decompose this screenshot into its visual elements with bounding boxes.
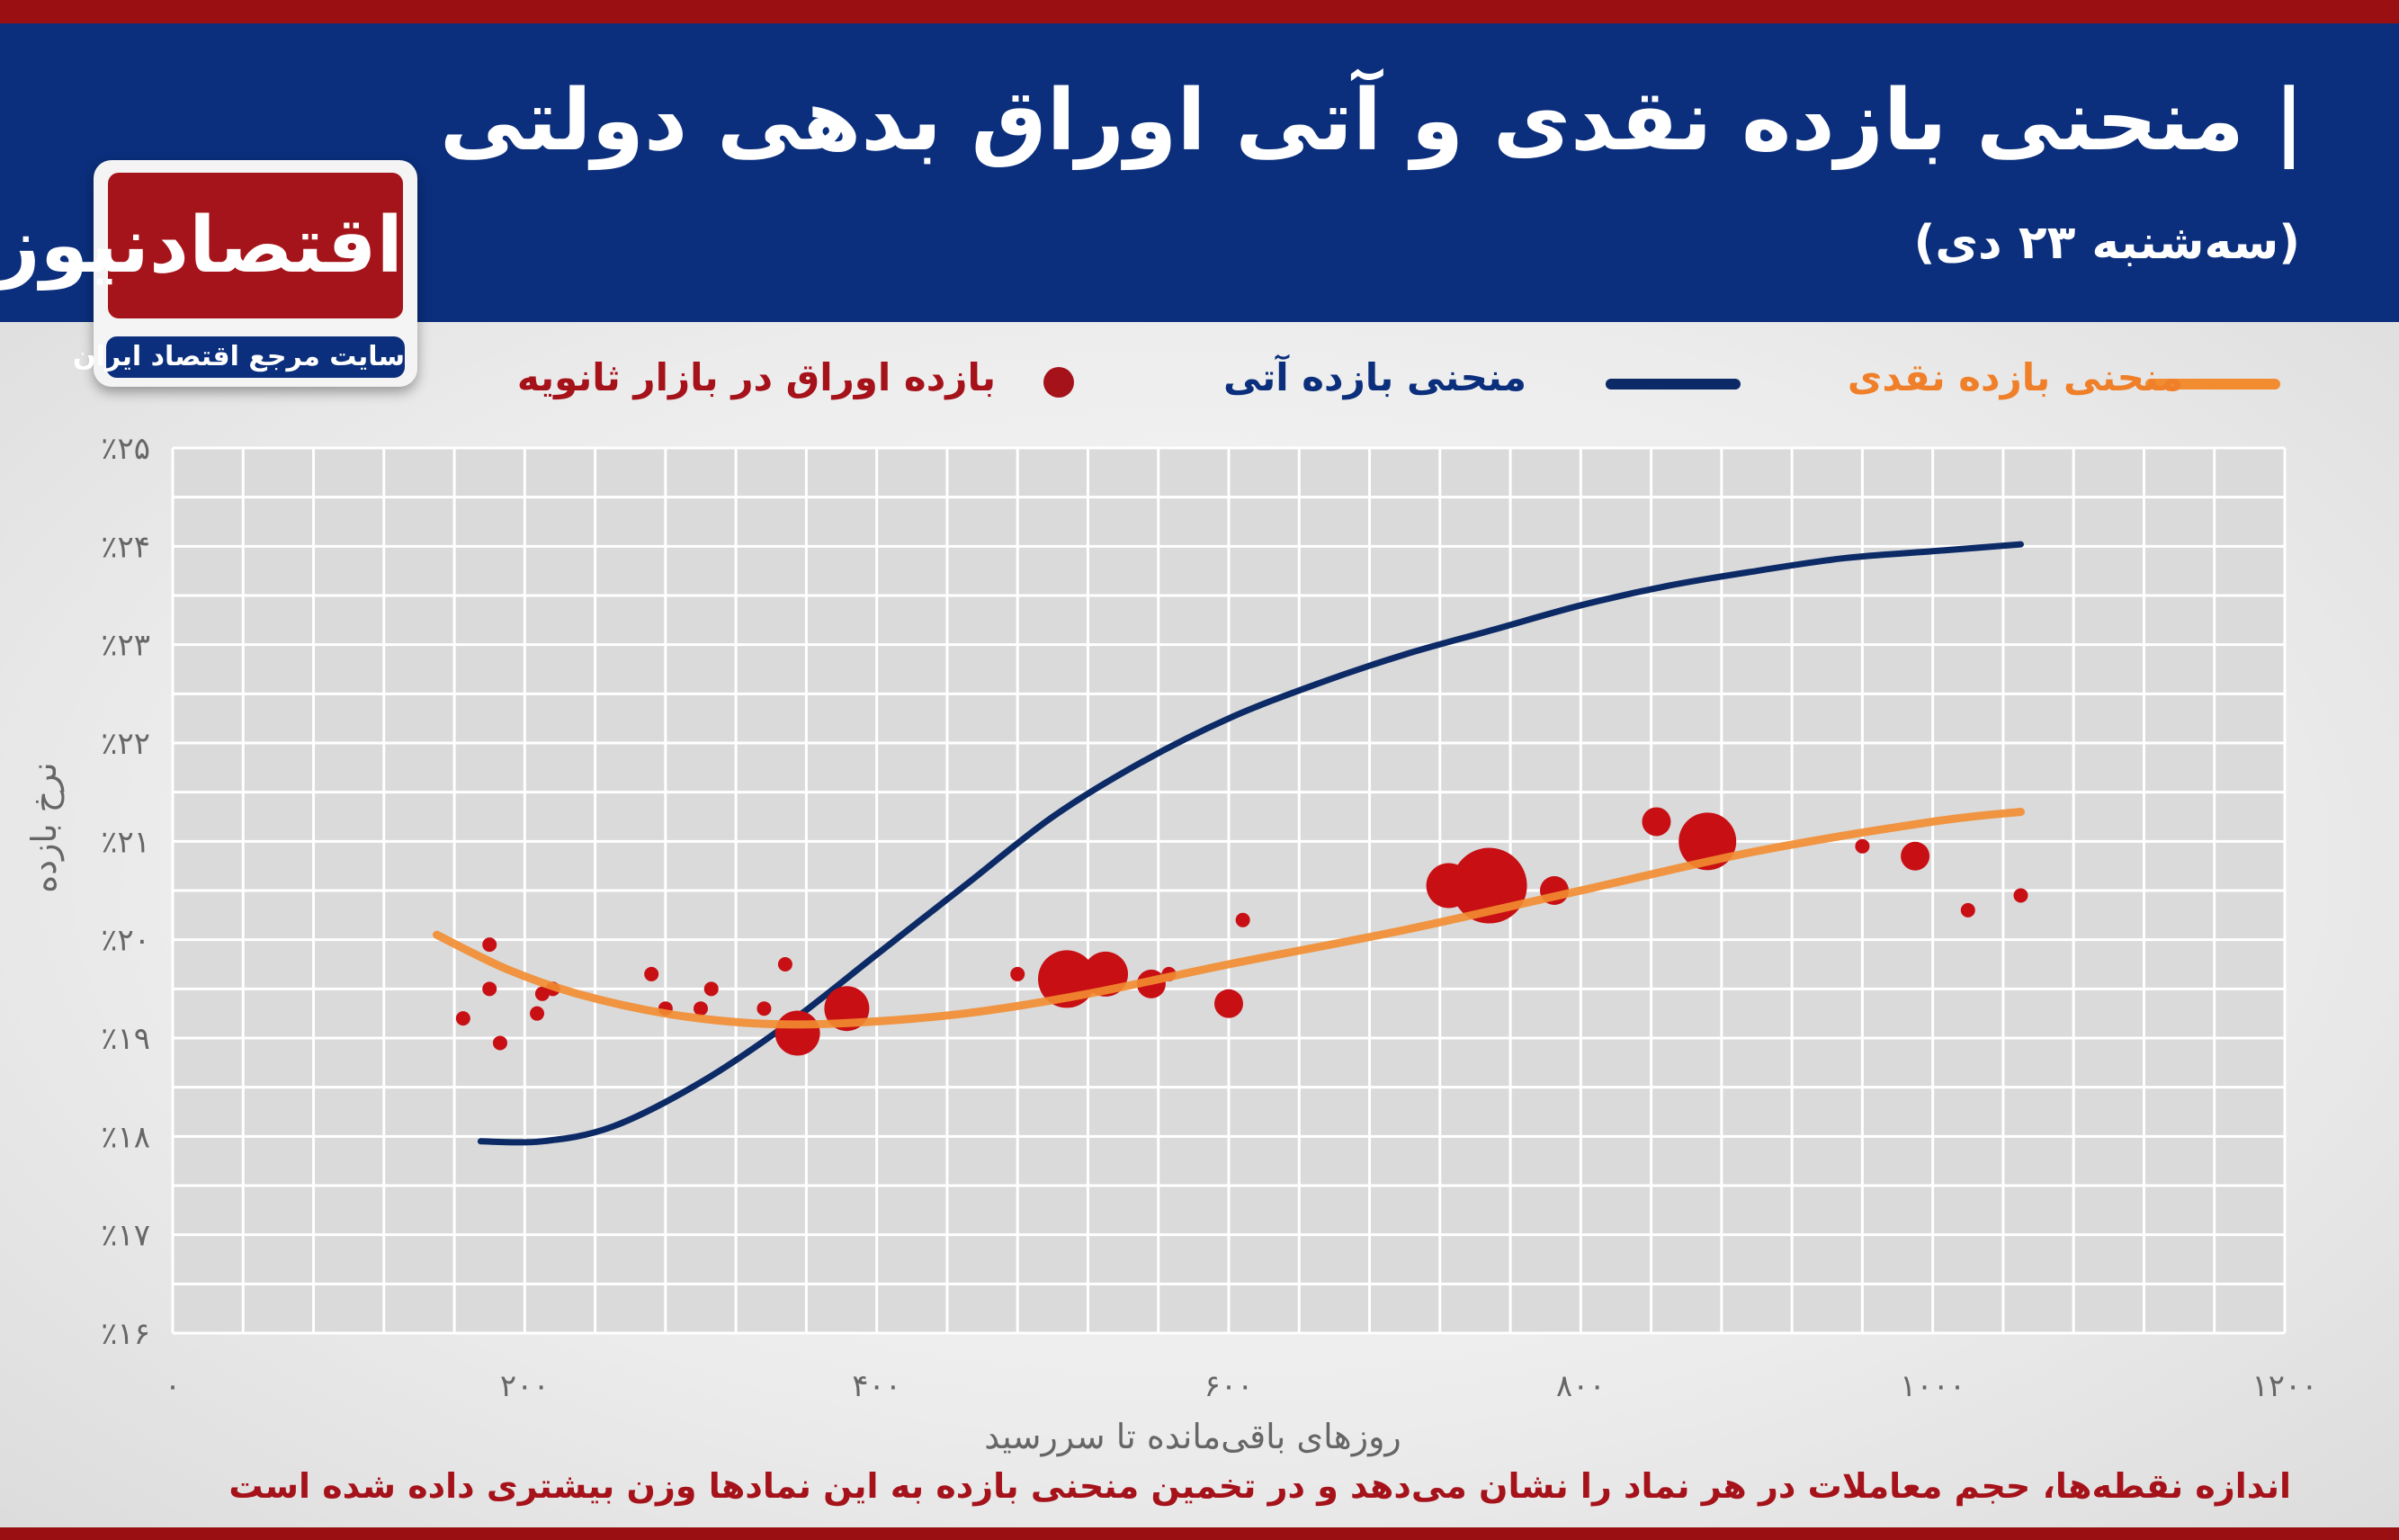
brand-logo: اقتصادنیوز سایت مرجع اقتصاد ایران: [0, 160, 417, 387]
spot-yield-point: [1960, 902, 1975, 918]
spot-yield-point: [1901, 841, 1930, 871]
spot-yield-point: [756, 1001, 772, 1016]
spot-yield-point: [2013, 888, 2028, 903]
spot-yield-point: [530, 1006, 545, 1021]
spot-yield-point: [492, 1035, 507, 1051]
legend-spot-label: بازده اوراق در بازار ثانویه: [516, 355, 996, 399]
y-axis-title: نرخ بازده: [24, 762, 65, 893]
spot-yield-point: [694, 1001, 708, 1016]
spot-yield-point: [482, 981, 497, 997]
page-title: | منحنی بازده نقدی و آتی اوراق بدهی دولت…: [439, 72, 2305, 170]
spot-yield-point: [1010, 966, 1025, 981]
spot-yield-point: [774, 1010, 820, 1056]
x-tick-label: ۸۰۰: [1556, 1368, 1606, 1404]
y-tick-label: ٪۲۵: [101, 431, 150, 467]
legend-cash-label: منحنی بازده نقدی: [1847, 355, 2183, 399]
legend-cash-line: [2145, 379, 2280, 389]
top-accent-strip: [0, 0, 2399, 23]
y-tick-label: ٪۲۳: [101, 628, 150, 664]
spot-yield-point: [1235, 912, 1250, 927]
y-tick-label: ٪۱۸: [101, 1119, 150, 1155]
brand-logo-wordmark: اقتصادنیوز: [0, 173, 403, 318]
y-tick-label: ٪۱۶: [101, 1316, 150, 1352]
legend-futures-line: [1606, 379, 1741, 389]
page-subtitle-date: (سه‌شنبه ۲۳ دی): [1913, 216, 2300, 270]
x-tick-label: ۱۰۰۰: [1900, 1368, 1965, 1404]
spot-yield-point: [1642, 807, 1671, 837]
spot-yield-point: [1855, 838, 1870, 854]
x-tick-label: ۱۲۰۰: [2251, 1368, 2317, 1404]
x-tick-label: ۶۰۰: [1204, 1368, 1254, 1404]
y-tick-label: ٪۲۱: [101, 824, 150, 860]
spot-yield-point: [703, 981, 719, 997]
y-tick-label: ٪۲۲: [101, 726, 150, 762]
legend-futures-label: منحنی بازده آتی: [1222, 355, 1526, 399]
y-tick-label: ٪۱۹: [101, 1021, 150, 1057]
y-tick-label: ٪۲۰: [101, 923, 150, 959]
x-tick-label: ۰: [165, 1368, 181, 1404]
cash-yield-curve: [433, 808, 2025, 1029]
x-tick-label: ۲۰۰: [500, 1368, 550, 1404]
x-tick-label: ۴۰۰: [852, 1368, 901, 1404]
chart-footnote: اندازه نقطه‌ها، حجم معاملات در هر نماد ر…: [228, 1466, 2291, 1506]
spot-yield-point: [455, 1011, 470, 1026]
bottom-accent-strip: [0, 1527, 2399, 1540]
spot-yield-point: [1214, 989, 1243, 1018]
brand-tagline: سایت مرجع اقتصاد ایران: [73, 336, 405, 378]
x-axis-title: روزهای باقی‌مانده تا سررسید: [984, 1417, 1401, 1457]
y-tick-label: ٪۱۷: [101, 1218, 150, 1254]
legend-spot-dot: [1043, 367, 1074, 398]
y-tick-label: ٪۲۴: [101, 529, 150, 565]
spot-yield-point: [644, 966, 659, 981]
futures-yield-curve: [477, 541, 2024, 1146]
spot-yield-point: [777, 957, 792, 971]
spot-yield-point: [482, 937, 497, 953]
